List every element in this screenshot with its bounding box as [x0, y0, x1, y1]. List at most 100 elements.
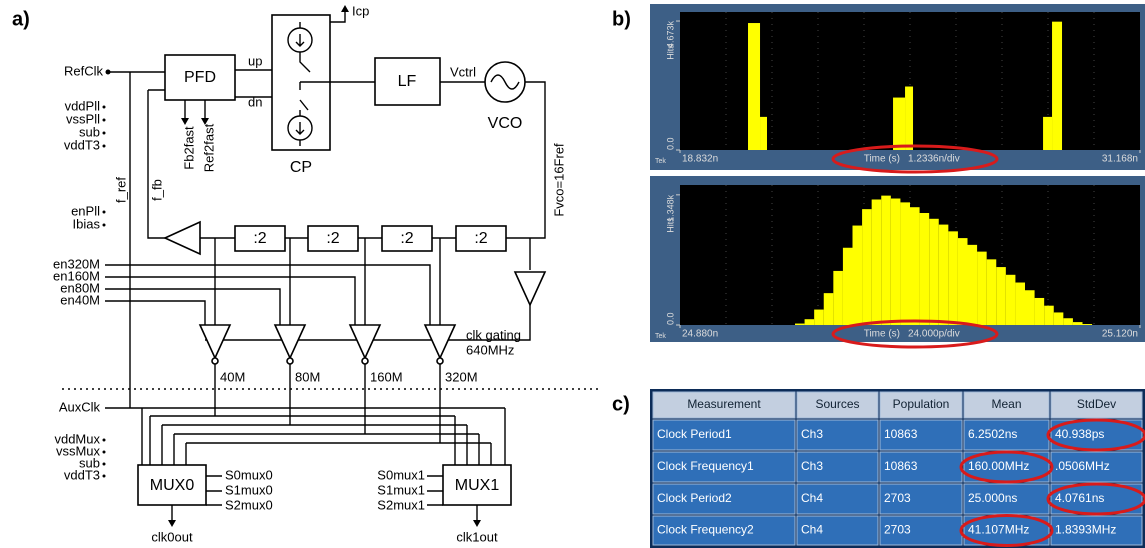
- histogram-bar: [833, 271, 843, 325]
- cell-text: 2703: [884, 523, 911, 537]
- pin: [103, 475, 106, 478]
- histogram-bar: [977, 252, 987, 325]
- block-label: LF: [398, 73, 417, 90]
- block-label: VCO: [488, 115, 523, 132]
- pin: [103, 145, 106, 148]
- x-tick-label: 24.880n: [682, 329, 718, 340]
- pin: [103, 439, 106, 442]
- pin: [103, 132, 106, 135]
- signal-label: f_fb: [149, 179, 164, 201]
- pin-label: Ibias: [73, 216, 101, 231]
- pin-label: clk0out: [151, 529, 193, 544]
- pin-label: RefClk: [64, 63, 104, 78]
- cell-text: 1.8393MHz: [1055, 523, 1116, 537]
- header-text: Population: [893, 397, 950, 411]
- histogram-bar: [939, 225, 949, 325]
- histogram-bar: [1073, 322, 1083, 325]
- gate-bubble: [437, 358, 443, 364]
- cell-text: 6.2502ns: [968, 427, 1017, 441]
- pin: [103, 224, 106, 227]
- signal-label: 320M: [445, 369, 478, 384]
- cell-text: Ch4: [801, 523, 823, 537]
- histogram-bar: [910, 207, 920, 325]
- pin: [103, 451, 106, 454]
- panel-label: b): [612, 8, 631, 30]
- histogram-bar: [814, 310, 824, 325]
- histogram-bar: [1052, 22, 1062, 150]
- histogram-bar: [872, 199, 882, 325]
- pin-label: vddT3: [64, 467, 100, 482]
- pin-label: clk1out: [456, 529, 498, 544]
- signal-label: S2mux0: [225, 497, 273, 512]
- block-label: MUX1: [455, 477, 500, 494]
- histogram-bar: [853, 226, 863, 325]
- panel-label: a): [12, 8, 30, 30]
- histogram-bar: [1025, 290, 1035, 325]
- signal-label: 40M: [220, 369, 245, 384]
- histogram-bar: [893, 98, 905, 150]
- header-text: StdDev: [1077, 397, 1116, 411]
- signal-label: S0mux0: [225, 467, 273, 482]
- arrow: [168, 520, 481, 527]
- pin: [103, 119, 106, 122]
- histogram-bar: [958, 238, 968, 325]
- figure: a) b) c) PFD up dn CP Icp LF Vctrl VCO F…: [0, 0, 1145, 548]
- pin: [106, 70, 111, 75]
- cell-text: Clock Frequency1: [657, 459, 754, 473]
- y-tick-label: 4.673k: [665, 21, 675, 49]
- x-scale-label: 1.2336n/div: [908, 154, 960, 165]
- y-axis-label: Hits: [665, 44, 675, 60]
- signal-label: Vctrl: [450, 64, 476, 79]
- y-axis-label: Hits: [665, 217, 675, 233]
- circuit: PFD up dn CP Icp LF Vctrl VCO Fvco=16Fre…: [53, 3, 600, 544]
- gate: [275, 325, 305, 358]
- histogram-bar: [1043, 117, 1052, 150]
- histogram-bar: [881, 196, 891, 325]
- signal-label: 80M: [295, 369, 320, 384]
- histogram-bar: [948, 231, 958, 325]
- cell-text: 41.107MHz: [968, 523, 1029, 537]
- histogram-bar: [1063, 318, 1073, 325]
- block-label: :2: [400, 230, 413, 247]
- cell-text: Ch3: [801, 459, 823, 473]
- histogram-bar: [996, 267, 1006, 325]
- cell-text: Clock Period2: [657, 491, 732, 505]
- signal-label: Fvco=16Fref: [551, 143, 566, 217]
- buffer: [165, 222, 200, 254]
- header-text: Sources: [815, 397, 859, 411]
- histogram-bar: [900, 202, 910, 325]
- pin-label: en40M: [60, 292, 100, 307]
- y-tick-label: 0.0: [665, 312, 675, 325]
- cell-text: 10863: [884, 427, 918, 441]
- signal-label: S2mux1: [377, 497, 425, 512]
- gate-bubble: [362, 358, 368, 364]
- signal-label: S1mux1: [377, 482, 425, 497]
- histogram-bar: [748, 23, 760, 150]
- histogram-bar: [795, 324, 805, 325]
- signal-label: dn: [248, 94, 262, 109]
- cell-text: Clock Period1: [657, 427, 732, 441]
- signal-label: 160M: [370, 369, 403, 384]
- inverter: [515, 272, 545, 305]
- signal-label: Ref2fast: [201, 123, 216, 172]
- histogram-bar: [1006, 275, 1016, 325]
- cell-text: 160.00MHz: [968, 459, 1029, 473]
- pin-label: vddT3: [64, 137, 100, 152]
- block-label: CP: [290, 159, 312, 176]
- wire: [105, 289, 280, 330]
- y-tick-label: 0.0: [665, 137, 675, 150]
- pin: [103, 106, 106, 109]
- header-text: Measurement: [687, 397, 761, 411]
- histogram-bar: [843, 248, 853, 325]
- corner-text: Tek: [655, 158, 666, 165]
- signal-label: f_ref: [113, 177, 128, 203]
- gate-bubble: [212, 358, 218, 364]
- x-tick-label: 31.168n: [1102, 154, 1138, 165]
- cell-text: 10863: [884, 459, 918, 473]
- cell-text: Ch3: [801, 427, 823, 441]
- block-label: MUX0: [150, 477, 195, 494]
- panel-label: c): [612, 393, 630, 415]
- histogram-bar: [862, 209, 872, 325]
- wire: [105, 277, 355, 330]
- signal-label: clk gating: [466, 327, 521, 342]
